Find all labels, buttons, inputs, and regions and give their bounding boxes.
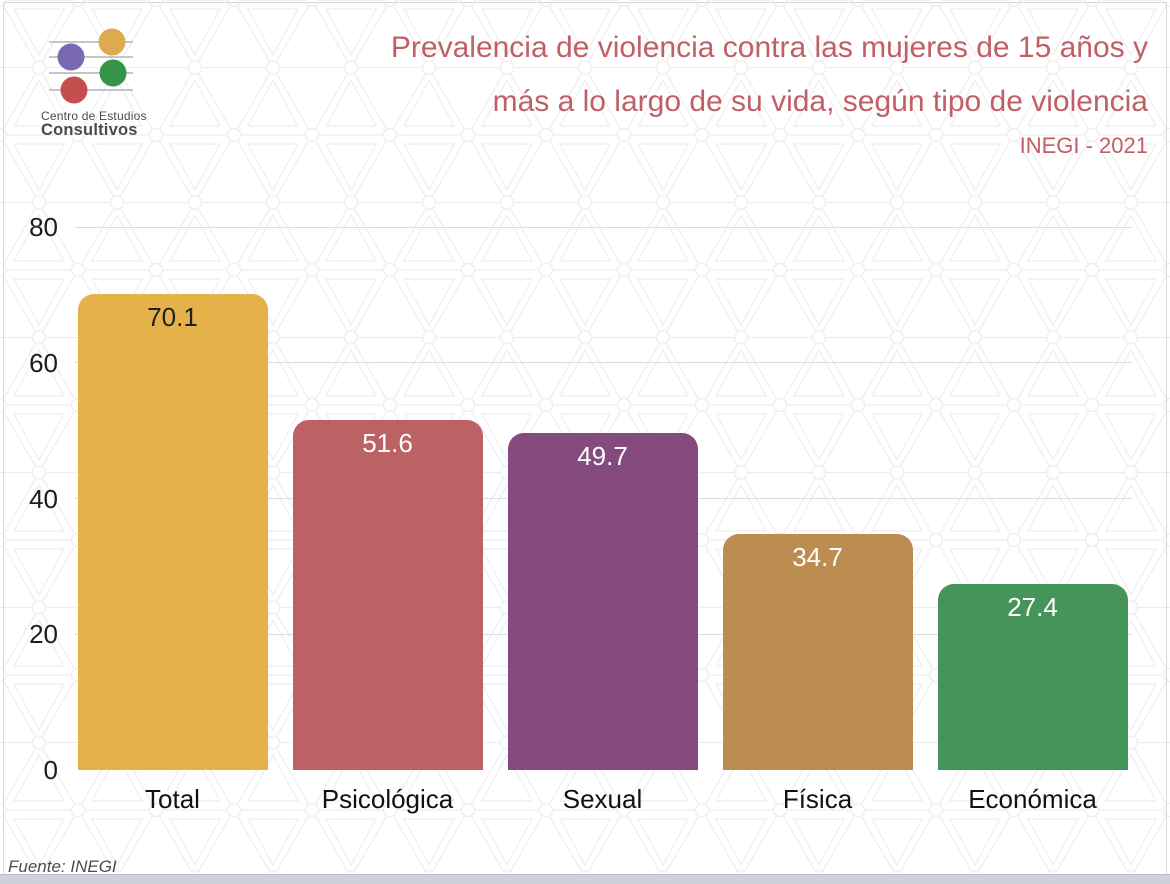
logo-dot-red bbox=[60, 76, 88, 104]
logo-org-line1: Centro de Estudios bbox=[41, 109, 147, 123]
bar-sexual: 49.7 bbox=[507, 432, 698, 770]
bottom-edge-bar bbox=[0, 874, 1170, 884]
logo-graphic bbox=[49, 28, 133, 104]
source-note: Fuente: INEGI bbox=[8, 857, 117, 876]
bar-económica: 27.4 bbox=[937, 584, 1128, 770]
y-tick-0: 0 bbox=[43, 755, 58, 785]
x-label-total: Total bbox=[145, 784, 200, 814]
x-label-física: Física bbox=[782, 784, 853, 814]
chart-title-line2: más a lo largo de su vida, según tipo de… bbox=[492, 85, 1148, 118]
y-tick-40: 40 bbox=[29, 483, 58, 514]
y-tick-20: 20 bbox=[29, 619, 58, 650]
y-tick-80: 80 bbox=[29, 212, 58, 242]
bar-total: 70.1 bbox=[77, 294, 268, 770]
x-label-psicológica: Psicológica bbox=[321, 784, 454, 814]
bar-física: 34.7 bbox=[722, 534, 913, 770]
x-label-sexual: Sexual bbox=[562, 784, 643, 814]
chart-subtitle: INEGI - 2021 bbox=[1019, 133, 1148, 158]
logo-dot-purple bbox=[57, 43, 85, 71]
chart-title-block: Prevalencia de violencia contra las muje… bbox=[391, 21, 1148, 159]
y-tick-60: 60 bbox=[29, 347, 58, 378]
bar-value-label: 70.1 bbox=[147, 302, 198, 333]
x-label-económica: Económica bbox=[968, 784, 1097, 814]
bar-psicológica: 51.6 bbox=[292, 419, 483, 770]
logo-org-line2: Consultivos bbox=[41, 121, 138, 139]
gridline-80 bbox=[75, 226, 1132, 228]
bar-value-label: 49.7 bbox=[577, 440, 628, 471]
bar-value-label: 27.4 bbox=[1007, 592, 1058, 623]
chart-title-line1: Prevalencia de violencia contra las muje… bbox=[390, 31, 1148, 64]
bar-value-label: 51.6 bbox=[362, 427, 413, 458]
gridline-60 bbox=[75, 362, 1132, 364]
logo-dot-yellow bbox=[98, 28, 126, 56]
logo-dot-green bbox=[99, 59, 127, 87]
bar-value-label: 34.7 bbox=[792, 542, 843, 573]
